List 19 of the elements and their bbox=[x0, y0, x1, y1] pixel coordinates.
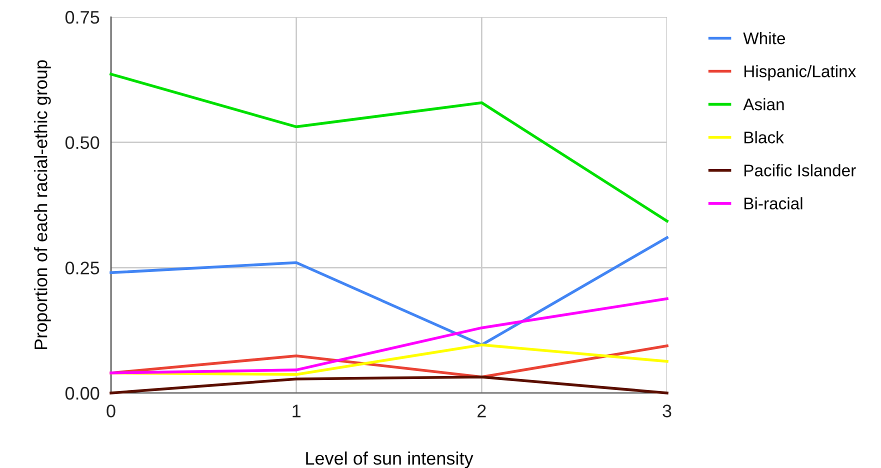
legend-label: Black bbox=[744, 131, 784, 144]
y-tick-label: 0.75 bbox=[65, 10, 100, 24]
x-axis-title: Level of sun intensity bbox=[306, 452, 474, 468]
x-tick-label: 3 bbox=[662, 404, 672, 418]
legend-label: Hispanic/Latinx bbox=[744, 65, 856, 81]
y-tick-label: 0.00 bbox=[65, 386, 100, 400]
line-series bbox=[110, 297, 668, 374]
y-tick-label: 0.50 bbox=[65, 136, 100, 150]
x-tick-label: 2 bbox=[478, 404, 486, 418]
y-axis-title: Proportion of each racial-ethic group bbox=[34, 60, 51, 350]
x-tick-label: 0 bbox=[106, 404, 116, 418]
x-tick-label: 1 bbox=[292, 404, 300, 418]
y-tick-label: 0.25 bbox=[65, 262, 100, 274]
legend-label: Pacific Islander bbox=[744, 164, 856, 176]
legend-label: Bi-racial bbox=[744, 197, 802, 210]
legend-label: Asian bbox=[743, 98, 784, 110]
legend-label: White bbox=[743, 32, 785, 44]
line-series bbox=[110, 236, 668, 346]
line-series bbox=[110, 72, 668, 222]
